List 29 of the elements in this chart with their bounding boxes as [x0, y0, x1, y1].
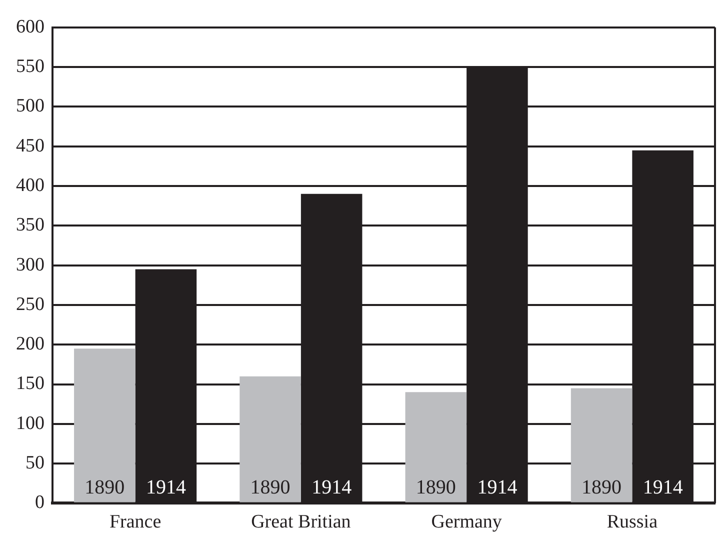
x-tick-label: Great Britian	[251, 512, 352, 533]
y-tick-label: 300	[16, 254, 44, 276]
text: 1890	[250, 476, 290, 498]
bar	[74, 348, 136, 502]
y-tick-label: 450	[16, 135, 44, 156]
y-tick-label: 500	[16, 96, 44, 117]
bar	[570, 388, 632, 502]
y-tick-label: 150	[16, 373, 44, 394]
text: 1890	[416, 476, 456, 498]
x-tick-label: Russia	[606, 512, 658, 533]
y-tick-label: 350	[16, 214, 44, 236]
y-tick-label: 400	[16, 174, 44, 196]
bar	[240, 376, 301, 502]
y-tick-label: 250	[16, 294, 44, 315]
y-tick-label: 550	[16, 56, 44, 78]
y-tick-label: 600	[16, 16, 44, 38]
series-label: 1914	[146, 476, 186, 498]
text: 1914	[312, 476, 352, 498]
x-tick-label: Germany	[431, 512, 502, 533]
x-tick-label: France	[109, 512, 162, 533]
bar	[405, 392, 467, 502]
text: 1914	[642, 476, 683, 498]
text: 1890	[582, 476, 622, 498]
series-label: 1890	[84, 476, 125, 498]
y-tick-label: 100	[16, 412, 44, 434]
y-tick-label: 0	[35, 492, 44, 514]
text: 1914	[477, 476, 518, 498]
y-tick-label: 50	[26, 452, 44, 474]
y-tick-label: 200	[16, 334, 44, 355]
